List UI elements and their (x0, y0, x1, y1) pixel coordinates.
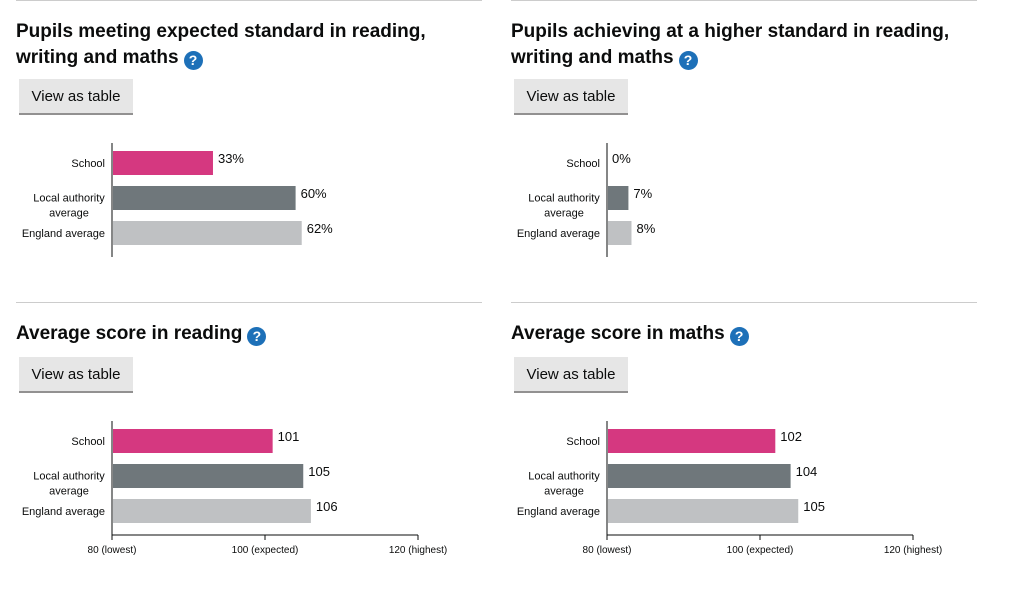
category-label: School (566, 158, 600, 170)
chart-svg: 102 School 104 Local authority average 105 Eng… (517, 421, 942, 556)
value-label: 102 (780, 429, 802, 444)
england-bar (113, 221, 302, 245)
category-label: England average (22, 228, 105, 240)
category-label: average (544, 486, 584, 498)
bar-chart: 102 School 104 Local authority average 105 Eng… (511, 418, 971, 568)
category-label: Local authority (33, 471, 105, 483)
help-icon[interactable]: ? (678, 51, 698, 70)
category-label: School (71, 436, 105, 448)
category-label: average (49, 486, 89, 498)
bar-chart: 0% School 7% Local authority average 8% Englan… (511, 140, 971, 290)
tick-label: 120 (highest) (884, 545, 942, 556)
england-bar (608, 499, 799, 523)
category-label: average (49, 208, 89, 220)
panel-higher-standard: Pupils achieving at a higher standard in… (511, 0, 977, 290)
panel-reading-score: Average score in reading? View as table … (16, 302, 482, 592)
value-label: 101 (278, 429, 300, 444)
section-divider (511, 0, 977, 1)
panel-maths-score: Average score in maths? View as table 10… (511, 302, 977, 592)
local-authority-bar (608, 186, 629, 210)
category-label: School (71, 158, 105, 170)
category-label: average (544, 208, 584, 220)
panel-expected-standard: Pupils meeting expected standard in read… (16, 0, 482, 290)
england-bar (608, 221, 632, 245)
bar-chart: 33% School 60% Local authority average 62% Eng… (16, 140, 476, 290)
section-divider (16, 0, 482, 1)
local-authority-bar (113, 464, 304, 488)
category-label: England average (517, 506, 600, 518)
view-as-table-button[interactable]: View as table (514, 357, 628, 391)
category-label: School (566, 436, 600, 448)
local-authority-bar (113, 186, 296, 210)
category-label: Local authority (528, 471, 600, 483)
category-label: England average (22, 506, 105, 518)
view-as-table-button[interactable]: View as table (19, 357, 133, 391)
section-divider (16, 302, 482, 303)
panel-title: Pupils meeting expected standard in read… (16, 21, 426, 70)
category-label: Local authority (33, 193, 105, 205)
help-icon[interactable]: ? (247, 327, 267, 346)
category-label: Local authority (528, 193, 600, 205)
bar-chart: 101 School 105 Local authority average 106 Eng… (16, 418, 476, 568)
value-label: 7% (633, 186, 652, 201)
local-authority-bar (608, 464, 791, 488)
tick-label: 120 (highest) (389, 545, 447, 556)
category-label: England average (517, 228, 600, 240)
school-bar (113, 151, 213, 175)
panel-title: Average score in maths? (511, 321, 971, 347)
england-bar (113, 499, 311, 523)
value-label: 62% (307, 221, 333, 236)
school-bar (608, 429, 776, 453)
panel-title: Pupils achieving at a higher standard in… (511, 21, 950, 70)
value-label: 33% (218, 151, 244, 166)
value-label: 105 (803, 499, 825, 514)
value-label: 105 (308, 464, 330, 479)
tick-label: 100 (expected) (727, 545, 794, 556)
section-divider (511, 302, 977, 303)
tick-label: 100 (expected) (232, 545, 299, 556)
help-icon[interactable]: ? (729, 327, 749, 346)
value-label: 8% (636, 221, 655, 236)
help-icon[interactable]: ? (183, 51, 203, 70)
view-as-table-button[interactable]: View as table (19, 79, 133, 113)
value-label: 60% (301, 186, 327, 201)
chart-svg: 0% School 7% Local authority average 8% Englan… (517, 143, 656, 257)
value-label: 104 (796, 464, 818, 479)
school-bar (113, 429, 273, 453)
panel-title: Average score in reading? (16, 321, 476, 347)
tick-label: 80 (lowest) (88, 545, 137, 556)
view-as-table-button[interactable]: View as table (514, 79, 628, 113)
tick-label: 80 (lowest) (583, 545, 632, 556)
value-label: 106 (316, 499, 338, 514)
value-label: 0% (612, 151, 631, 166)
chart-svg: 33% School 60% Local authority average 62% Eng… (22, 143, 333, 257)
chart-svg: 101 School 105 Local authority average 106 Eng… (22, 421, 447, 556)
